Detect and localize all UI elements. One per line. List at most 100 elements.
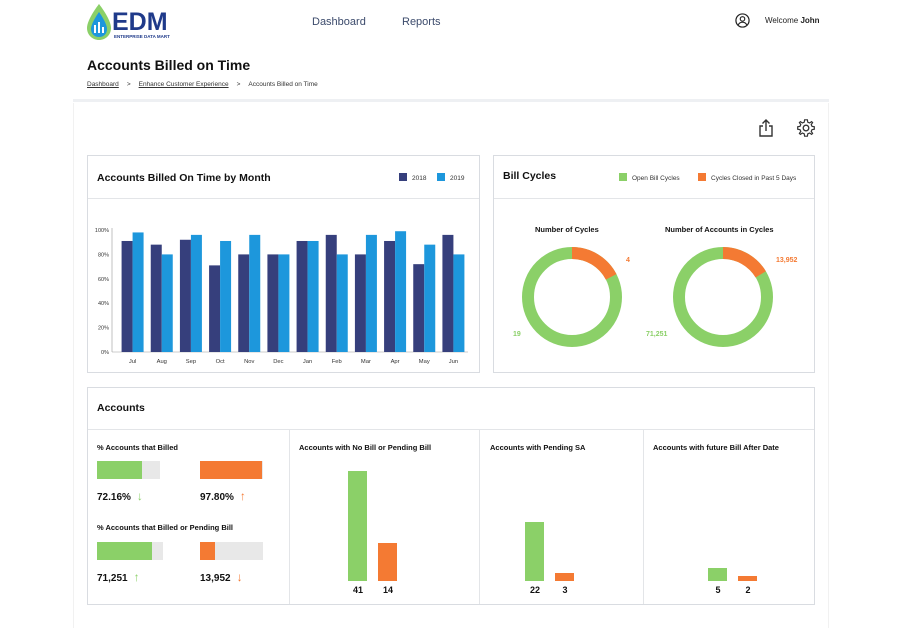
y-tick-label: 60% <box>98 277 109 283</box>
bar-2018-jun[interactable] <box>442 234 454 352</box>
billed-chart-title: Accounts Billed On Time by Month <box>97 172 271 184</box>
donut-closed-label-cycles: 4 <box>626 257 630 264</box>
logo-subtitle: ENTERPRISE DATA MART <box>114 34 170 39</box>
donut-open-label-cycles: 19 <box>513 331 521 338</box>
accounts-bar-green[interactable] <box>708 567 727 581</box>
bar-2018-aug[interactable] <box>150 244 162 352</box>
breadcrumb-current: Accounts Billed on Time <box>248 81 318 88</box>
bar-2018-feb[interactable] <box>325 234 337 352</box>
breadcrumb-enhance[interactable]: Enhance Customer Experience <box>138 81 229 88</box>
pending-orange-fill <box>200 542 216 560</box>
bar-2018-jan[interactable] <box>296 240 308 352</box>
y-tick-label: 40% <box>98 301 109 307</box>
user-name: John <box>800 16 820 25</box>
breadcrumb-separator: > <box>236 81 241 88</box>
column-divider <box>479 430 480 604</box>
bar-2019-jan[interactable] <box>307 240 319 352</box>
y-tick-label: 20% <box>98 326 109 332</box>
user-circle-icon[interactable] <box>735 13 750 28</box>
bar-2019-jun[interactable] <box>453 254 465 352</box>
bar-2019-dec[interactable] <box>278 254 290 352</box>
bar-2018-sep[interactable] <box>179 239 191 352</box>
pending-green-bar <box>97 542 163 560</box>
billed-pct-title: % Accounts that Billed <box>97 443 178 452</box>
accounts-title: Accounts <box>97 402 145 414</box>
logo-text: EDM <box>112 8 168 36</box>
bar-2019-may[interactable] <box>424 244 436 352</box>
billed-bar-chart: 0% 20% 40% 60% 80% 100% Jul Aug Sep Oct Nov Dec Jan F… <box>95 228 468 365</box>
bar-2018-may[interactable] <box>413 264 425 352</box>
pending-sa-title: Accounts with Pending SA <box>490 443 586 452</box>
accounts-bar-value: 2 <box>745 585 751 595</box>
pending-green-value: 71,251 <box>97 573 128 584</box>
x-tick-label: Mar <box>361 359 371 365</box>
bar-2019-feb[interactable] <box>336 254 348 352</box>
bar-2019-sep[interactable] <box>190 234 202 352</box>
pending-orange-bar <box>200 542 263 560</box>
donut-chart-accounts <box>673 247 773 347</box>
donut-title-accounts: Number of Accounts in Cycles <box>665 225 774 234</box>
billed-green-bar <box>97 461 160 479</box>
breadcrumb: Dashboard > Enhance Customer Experience > Ac… <box>87 81 318 88</box>
accounts-bar-orange[interactable] <box>555 572 574 581</box>
column-divider <box>643 430 644 604</box>
bar-2019-jul[interactable] <box>132 232 144 352</box>
bar-2018-nov[interactable] <box>238 254 250 352</box>
legend-open-bill-cycles: Open Bill Cycles <box>619 173 680 182</box>
arrow-up-icon: ↑ <box>239 489 246 503</box>
water-drop-icon <box>87 4 111 40</box>
accounts-bar-orange[interactable] <box>378 543 397 581</box>
legend-cycles-closed: Cycles Closed in Past 5 Days <box>698 173 796 182</box>
x-tick-label: Jun <box>449 359 458 365</box>
donut-segment-closed[interactable] <box>673 247 773 347</box>
page-header: Accounts Billed on Time Dashboard > Enhanc… <box>73 44 829 102</box>
accounts-bar-orange[interactable] <box>738 575 757 581</box>
card-divider <box>494 198 814 199</box>
billed-green-fill <box>97 461 143 479</box>
legend-label-closed: Cycles Closed in Past 5 Days <box>711 175 797 182</box>
nav-reports[interactable]: Reports <box>402 16 441 28</box>
bar-2018-oct[interactable] <box>209 265 221 352</box>
legend-2018: 2018 <box>399 173 426 182</box>
billed-green-value-row: 72.16% ↓ <box>97 489 143 503</box>
pending-orange-value: 13,952 <box>200 573 231 584</box>
bill-cycles-title: Bill Cycles <box>503 170 557 182</box>
legend-swatch-open <box>619 173 627 181</box>
pending-orange-value-row: 13,952 ↓ <box>200 570 243 584</box>
breadcrumb-separator: > <box>126 81 131 88</box>
bar-2018-mar[interactable] <box>354 254 366 352</box>
billed-orange-value: 97.80% <box>200 492 234 503</box>
bar-2019-nov[interactable] <box>249 234 261 352</box>
top-bar: EDM ENTERPRISE DATA MART Dashboard Repor… <box>0 0 900 44</box>
accounts-bar-green[interactable] <box>348 471 367 581</box>
edm-logo[interactable]: EDM ENTERPRISE DATA MART <box>84 2 184 42</box>
bar-2018-apr[interactable] <box>384 240 396 352</box>
arrow-up-icon: ↑ <box>133 570 140 584</box>
bar-2018-jul[interactable] <box>121 240 133 352</box>
legend-label-open: Open Bill Cycles <box>632 175 680 182</box>
bar-2019-apr[interactable] <box>395 231 407 352</box>
arrow-down-icon: ↓ <box>136 489 143 503</box>
pending-pct-title: % Accounts that Billed or Pending Bill <box>97 523 233 532</box>
bar-2019-oct[interactable] <box>220 240 232 352</box>
nav-dashboard[interactable]: Dashboard <box>312 16 366 28</box>
card-divider <box>88 429 814 430</box>
bar-2019-mar[interactable] <box>365 234 377 352</box>
legend-swatch-2018 <box>399 173 407 181</box>
gear-icon[interactable] <box>796 118 816 138</box>
y-tick-label: 80% <box>98 252 109 258</box>
donut-chart-cycles <box>522 247 622 347</box>
future-bill-title: Accounts with future Bill After Date <box>653 443 779 452</box>
breadcrumb-dashboard[interactable]: Dashboard <box>87 81 119 88</box>
x-tick-label: Jan <box>303 359 312 365</box>
bar-2018-dec[interactable] <box>267 254 279 352</box>
column-divider <box>289 430 290 604</box>
bar-2019-aug[interactable] <box>161 254 173 352</box>
y-tick-label: 0% <box>101 350 109 356</box>
donut-segment-closed[interactable] <box>522 247 622 347</box>
welcome-prefix: Welcome <box>765 16 799 25</box>
accounts-bar-value: 14 <box>382 585 393 595</box>
share-icon[interactable] <box>756 118 776 138</box>
billed-chart-card: Accounts Billed On Time by Month 2018 20… <box>87 155 480 373</box>
accounts-bar-green[interactable] <box>525 521 544 581</box>
